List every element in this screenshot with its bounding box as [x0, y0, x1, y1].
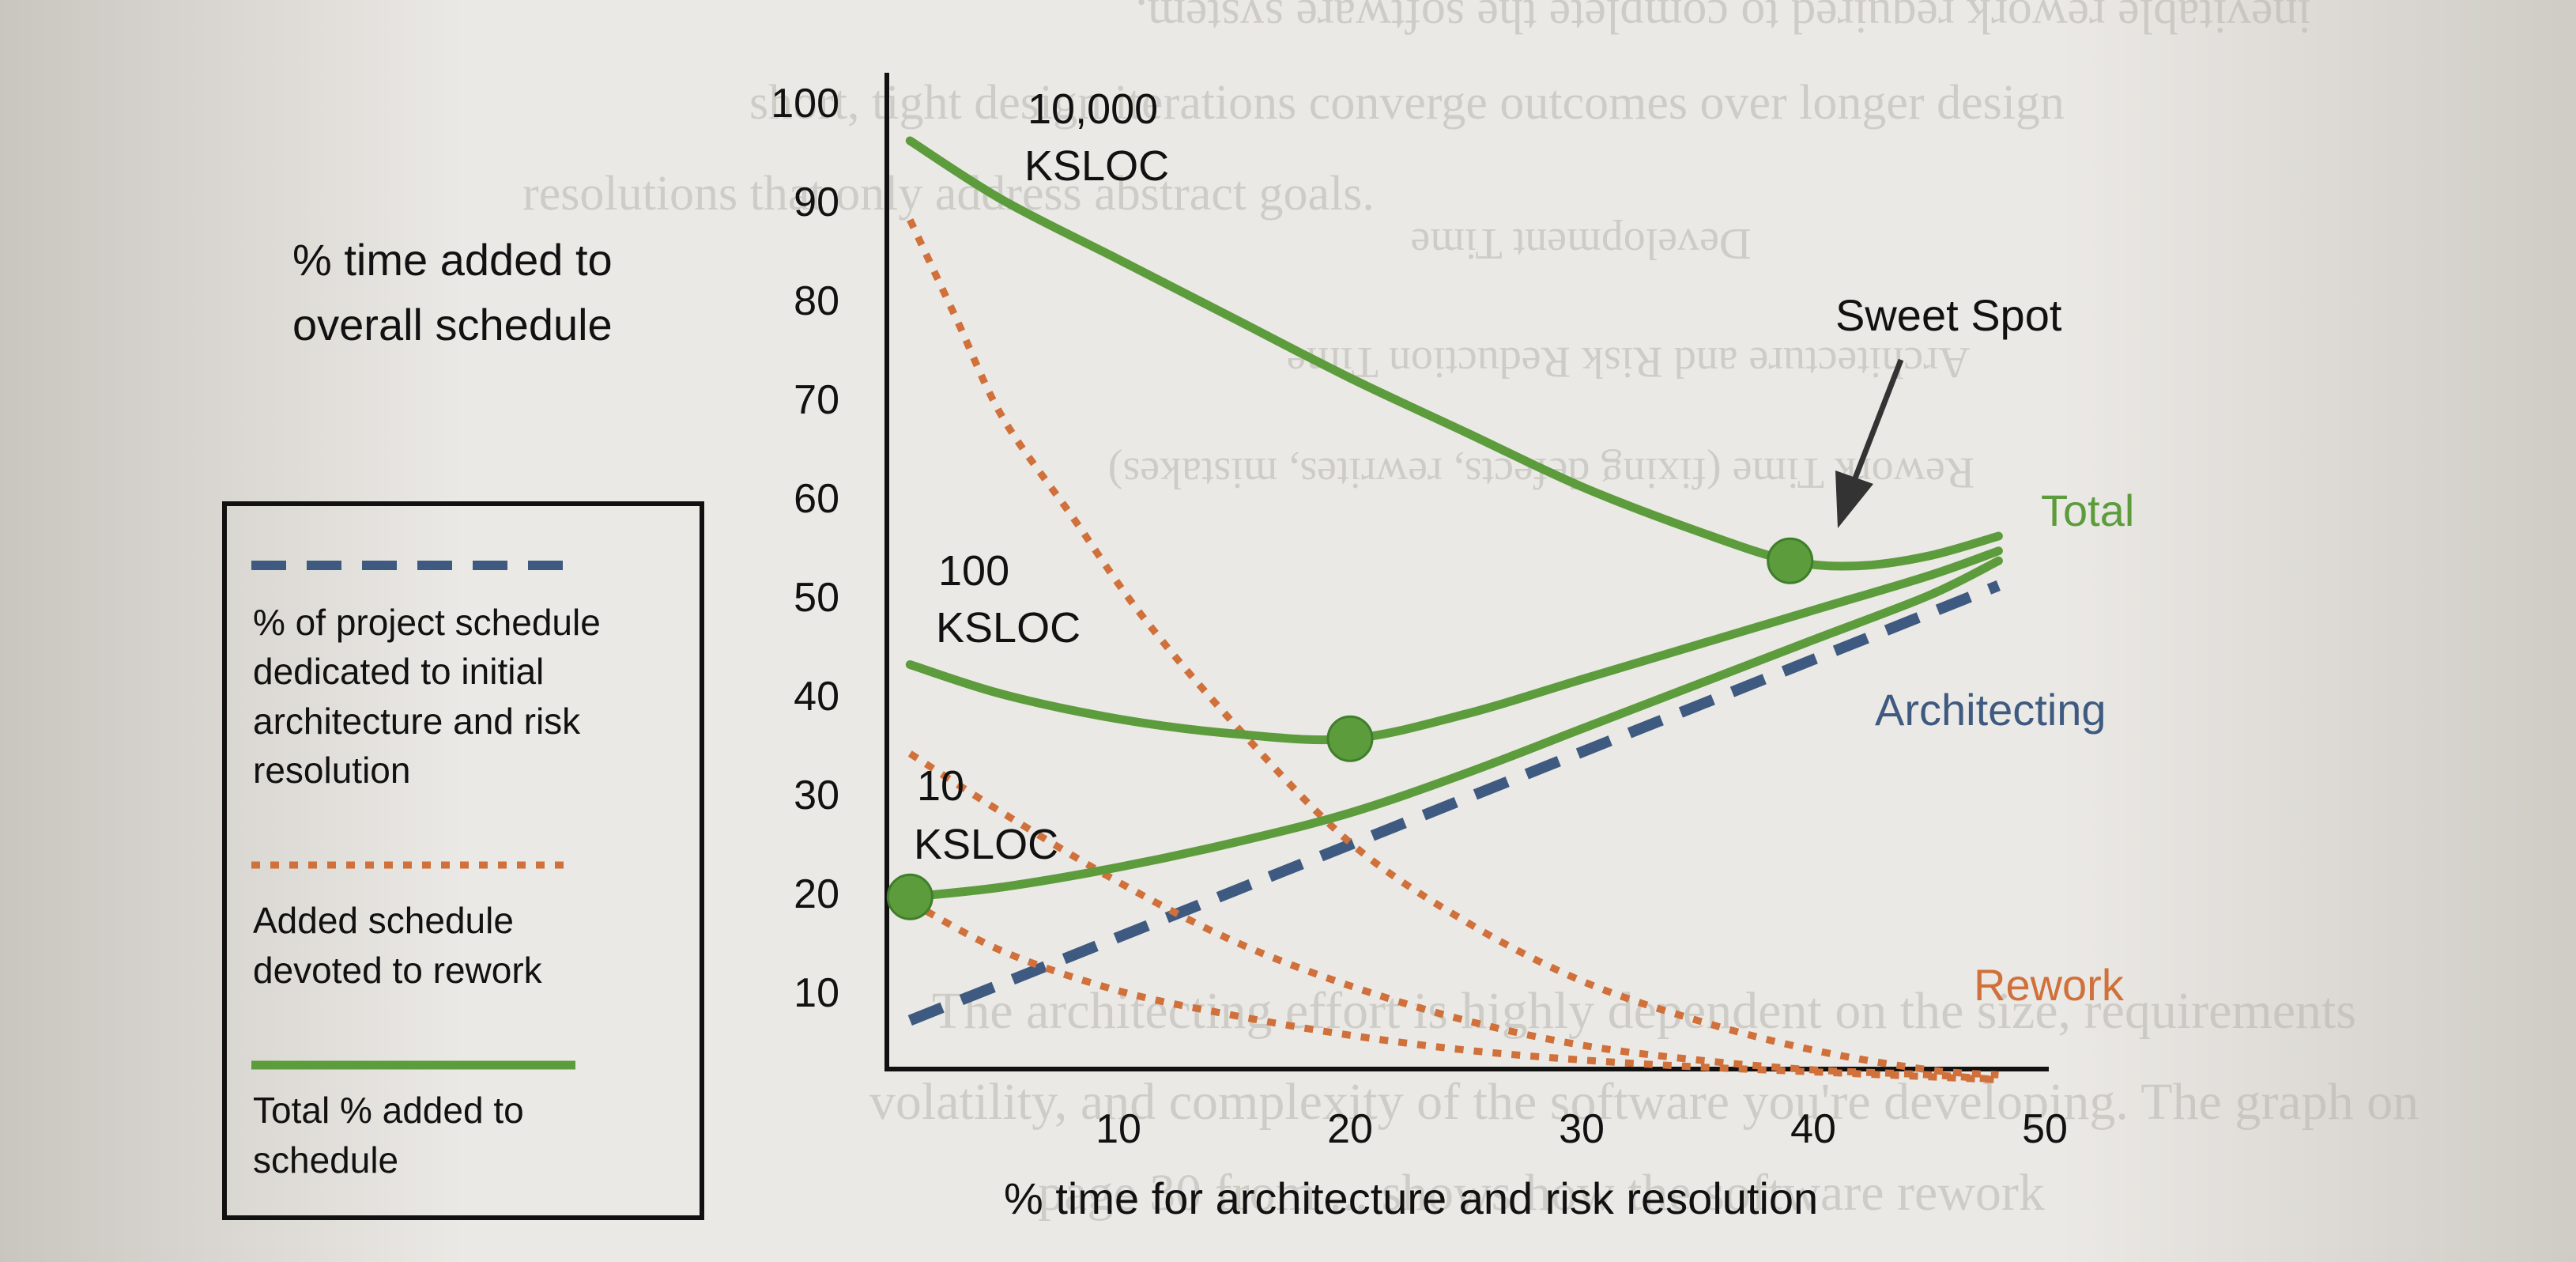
y-tick-label: 100 — [771, 81, 839, 127]
y-tick-label: 20 — [794, 871, 839, 917]
legend-text-rework-1: Added schedule — [253, 900, 514, 941]
ksloc-10000-label-a: 10,000 — [1028, 85, 1158, 133]
sweet-spot-label: Sweet Spot — [1835, 290, 2062, 340]
y-axis-label-line-2: overall schedule — [292, 300, 613, 350]
series-label-architecting: Architecting — [1875, 685, 2106, 735]
legend-text-architecting-2: dedicated to initial — [253, 651, 544, 692]
series-layer — [905, 136, 2003, 1083]
bleed-through-text: inevitable rework required to complete t… — [522, 0, 2419, 1222]
legend-text-rework-2: devoted to rework — [253, 950, 543, 991]
x-tick-label: 10 — [1096, 1106, 1141, 1152]
series-label-rework: Rework — [1974, 960, 2125, 1010]
bg-line-5: Architecture and Risk Reduction Time — [1287, 338, 1971, 387]
x-tick-labels: 10 20 30 40 50 — [1096, 1106, 2068, 1152]
y-tick-label: 70 — [794, 377, 839, 423]
bg-line-7: The architecting effort is highly depend… — [932, 982, 2356, 1040]
ksloc-10000-label-b: KSLOC — [1024, 142, 1169, 190]
sweet-spot-arrow — [1835, 358, 1904, 528]
bg-line-1: inevitable rework required to complete t… — [1135, 0, 2311, 43]
legend-text-architecting-3: architecture and risk — [253, 701, 581, 742]
legend-text-architecting-1: % of project schedule — [253, 602, 601, 643]
legend-text-architecting-4: resolution — [253, 750, 410, 791]
ksloc-100-label-b: KSLOC — [936, 604, 1081, 652]
legend: % of project schedule dedicated to initi… — [222, 501, 704, 1220]
y-tick-label: 10 — [794, 970, 839, 1016]
ksloc-100-label-a: 100 — [938, 547, 1009, 595]
y-tick-labels: 10 20 30 40 50 60 70 80 90 100 — [771, 81, 839, 1016]
ksloc-10-label-b: KSLOC — [914, 821, 1058, 868]
x-tick-label: 50 — [2022, 1106, 2068, 1152]
series-line-architecting-0 — [907, 580, 2001, 1026]
bg-line-8: volatility, and complexity of the softwa… — [869, 1073, 2419, 1131]
y-tick-label: 90 — [794, 179, 839, 225]
sweet-spot-marker-1 — [1326, 715, 1374, 762]
y-tick-label: 60 — [794, 476, 839, 522]
series-line-total-1 — [905, 136, 2003, 571]
y-tick-label: 80 — [794, 278, 839, 324]
bg-line-9: page 30 from ... shows how the software … — [1038, 1164, 2045, 1222]
series-line-rework-6 — [908, 898, 1999, 1083]
legend-box — [222, 501, 704, 1220]
legend-text-total-1: Total % added to — [253, 1090, 524, 1131]
bg-line-4: Development Time — [1411, 219, 1752, 268]
y-tick-label: 40 — [794, 674, 839, 720]
y-tick-label: 50 — [794, 575, 839, 621]
sweet-spot-markers — [886, 537, 1814, 920]
bg-line-2: short, tight design iterations converge … — [749, 76, 2065, 130]
series-line-rework-4 — [907, 750, 1999, 1083]
x-tick-label: 40 — [1790, 1106, 1836, 1152]
sweet-spot-marker-2 — [1767, 537, 1814, 584]
x-axis-label: % time for architecture and risk resolut… — [1004, 1173, 1818, 1223]
y-tick-label: 30 — [794, 773, 839, 818]
x-tick-label: 30 — [1559, 1106, 1605, 1152]
sweet-spot-marker-0 — [886, 873, 933, 920]
series-line-rework-2 — [907, 218, 1999, 1079]
series-line-total-3 — [905, 546, 2003, 745]
legend-text-total-2: schedule — [253, 1139, 398, 1181]
bg-line-3: resolutions that only address abstract g… — [522, 167, 1375, 221]
series-line-total-5 — [905, 556, 2003, 901]
x-tick-label: 20 — [1327, 1106, 1373, 1152]
ksloc-10-label-a: 10 — [917, 762, 964, 810]
y-axis-label-line-1: % time added to — [292, 235, 613, 285]
series-label-total: Total — [2041, 486, 2134, 535]
